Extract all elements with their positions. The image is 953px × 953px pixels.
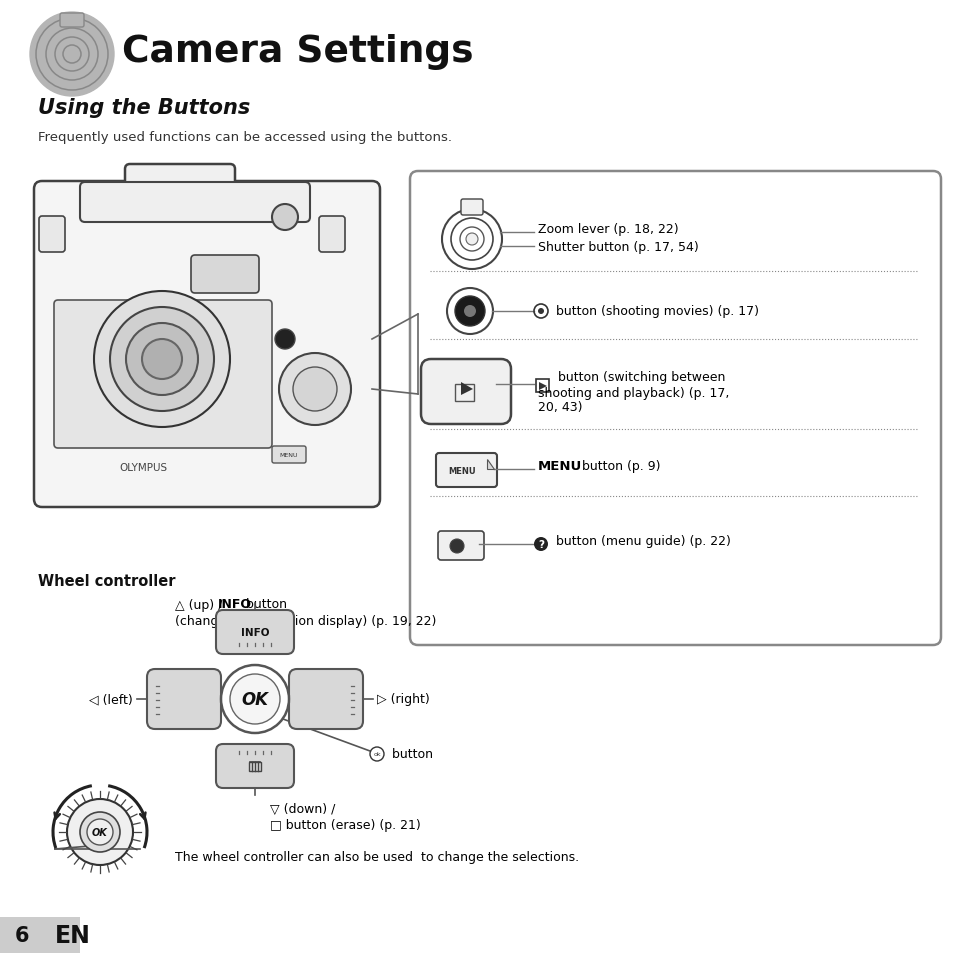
Circle shape xyxy=(67,800,132,865)
Circle shape xyxy=(455,296,484,327)
FancyBboxPatch shape xyxy=(34,182,379,507)
Circle shape xyxy=(278,354,351,426)
FancyBboxPatch shape xyxy=(410,172,940,645)
FancyBboxPatch shape xyxy=(436,454,497,488)
Text: button: button xyxy=(242,598,287,611)
Circle shape xyxy=(80,812,120,852)
FancyBboxPatch shape xyxy=(437,532,483,560)
Circle shape xyxy=(126,324,198,395)
Text: INFO: INFO xyxy=(218,598,252,611)
Circle shape xyxy=(293,368,336,412)
Text: Zoom lever (p. 18, 22): Zoom lever (p. 18, 22) xyxy=(537,223,678,236)
Text: OLYMPUS: OLYMPUS xyxy=(119,462,167,473)
Circle shape xyxy=(230,675,280,724)
FancyBboxPatch shape xyxy=(54,301,272,449)
Text: 6: 6 xyxy=(14,925,30,945)
Text: OK: OK xyxy=(92,827,108,837)
Circle shape xyxy=(142,339,182,379)
Text: button (p. 9): button (p. 9) xyxy=(578,460,659,473)
Text: INFO: INFO xyxy=(240,627,269,638)
Circle shape xyxy=(537,309,543,314)
FancyBboxPatch shape xyxy=(215,744,294,788)
Text: (changing information display) (p. 19, 22): (changing information display) (p. 19, 2… xyxy=(174,614,436,627)
FancyBboxPatch shape xyxy=(60,14,84,28)
Text: Camera Settings: Camera Settings xyxy=(122,34,473,70)
Text: Wheel controller: Wheel controller xyxy=(38,574,175,589)
Polygon shape xyxy=(538,382,546,391)
FancyBboxPatch shape xyxy=(0,917,80,953)
Text: The wheel controller can also be used  to change the selections.: The wheel controller can also be used to… xyxy=(174,851,578,863)
FancyBboxPatch shape xyxy=(80,183,310,223)
FancyBboxPatch shape xyxy=(191,255,258,294)
Circle shape xyxy=(534,537,547,552)
Text: button (menu guide) (p. 22): button (menu guide) (p. 22) xyxy=(552,535,730,548)
Text: ok: ok xyxy=(373,752,380,757)
FancyBboxPatch shape xyxy=(318,216,345,253)
FancyBboxPatch shape xyxy=(215,610,294,655)
Text: EN: EN xyxy=(55,923,91,947)
FancyBboxPatch shape xyxy=(460,200,482,215)
Circle shape xyxy=(94,292,230,428)
Text: ◁ (left): ◁ (left) xyxy=(90,693,132,706)
FancyBboxPatch shape xyxy=(147,669,221,729)
Text: MENU: MENU xyxy=(537,460,581,473)
FancyBboxPatch shape xyxy=(272,447,306,463)
Text: shooting and playback) (p. 17,: shooting and playback) (p. 17, xyxy=(537,386,729,399)
Text: ▽ (down) /: ▽ (down) / xyxy=(270,802,335,816)
FancyBboxPatch shape xyxy=(125,165,234,210)
FancyBboxPatch shape xyxy=(289,669,363,729)
FancyBboxPatch shape xyxy=(39,216,65,253)
Circle shape xyxy=(221,665,289,733)
Text: button (switching between: button (switching between xyxy=(554,371,724,384)
Text: MENU: MENU xyxy=(448,467,476,476)
Text: ▷ (right): ▷ (right) xyxy=(376,693,429,706)
Circle shape xyxy=(450,539,463,554)
Text: Shutter button (p. 17, 54): Shutter button (p. 17, 54) xyxy=(537,240,698,253)
Polygon shape xyxy=(460,382,473,395)
Text: △ (up) /: △ (up) / xyxy=(174,598,222,611)
Text: 20, 43): 20, 43) xyxy=(537,401,582,414)
Text: OK: OK xyxy=(241,690,268,708)
Text: button: button xyxy=(388,748,433,760)
FancyBboxPatch shape xyxy=(420,359,511,424)
Circle shape xyxy=(272,205,297,231)
Text: □ button (erase) (p. 21): □ button (erase) (p. 21) xyxy=(270,819,420,832)
Text: button (shooting movies) (p. 17): button (shooting movies) (p. 17) xyxy=(552,305,759,318)
Circle shape xyxy=(110,308,213,412)
Circle shape xyxy=(30,13,113,97)
Text: MENU: MENU xyxy=(279,453,298,458)
Text: Frequently used functions can be accessed using the buttons.: Frequently used functions can be accesse… xyxy=(38,132,452,144)
Circle shape xyxy=(465,233,477,246)
Text: ?: ? xyxy=(537,539,543,550)
Text: Using the Buttons: Using the Buttons xyxy=(38,98,250,118)
Circle shape xyxy=(87,820,112,845)
Circle shape xyxy=(463,306,476,317)
Polygon shape xyxy=(486,459,494,470)
Circle shape xyxy=(274,330,294,350)
